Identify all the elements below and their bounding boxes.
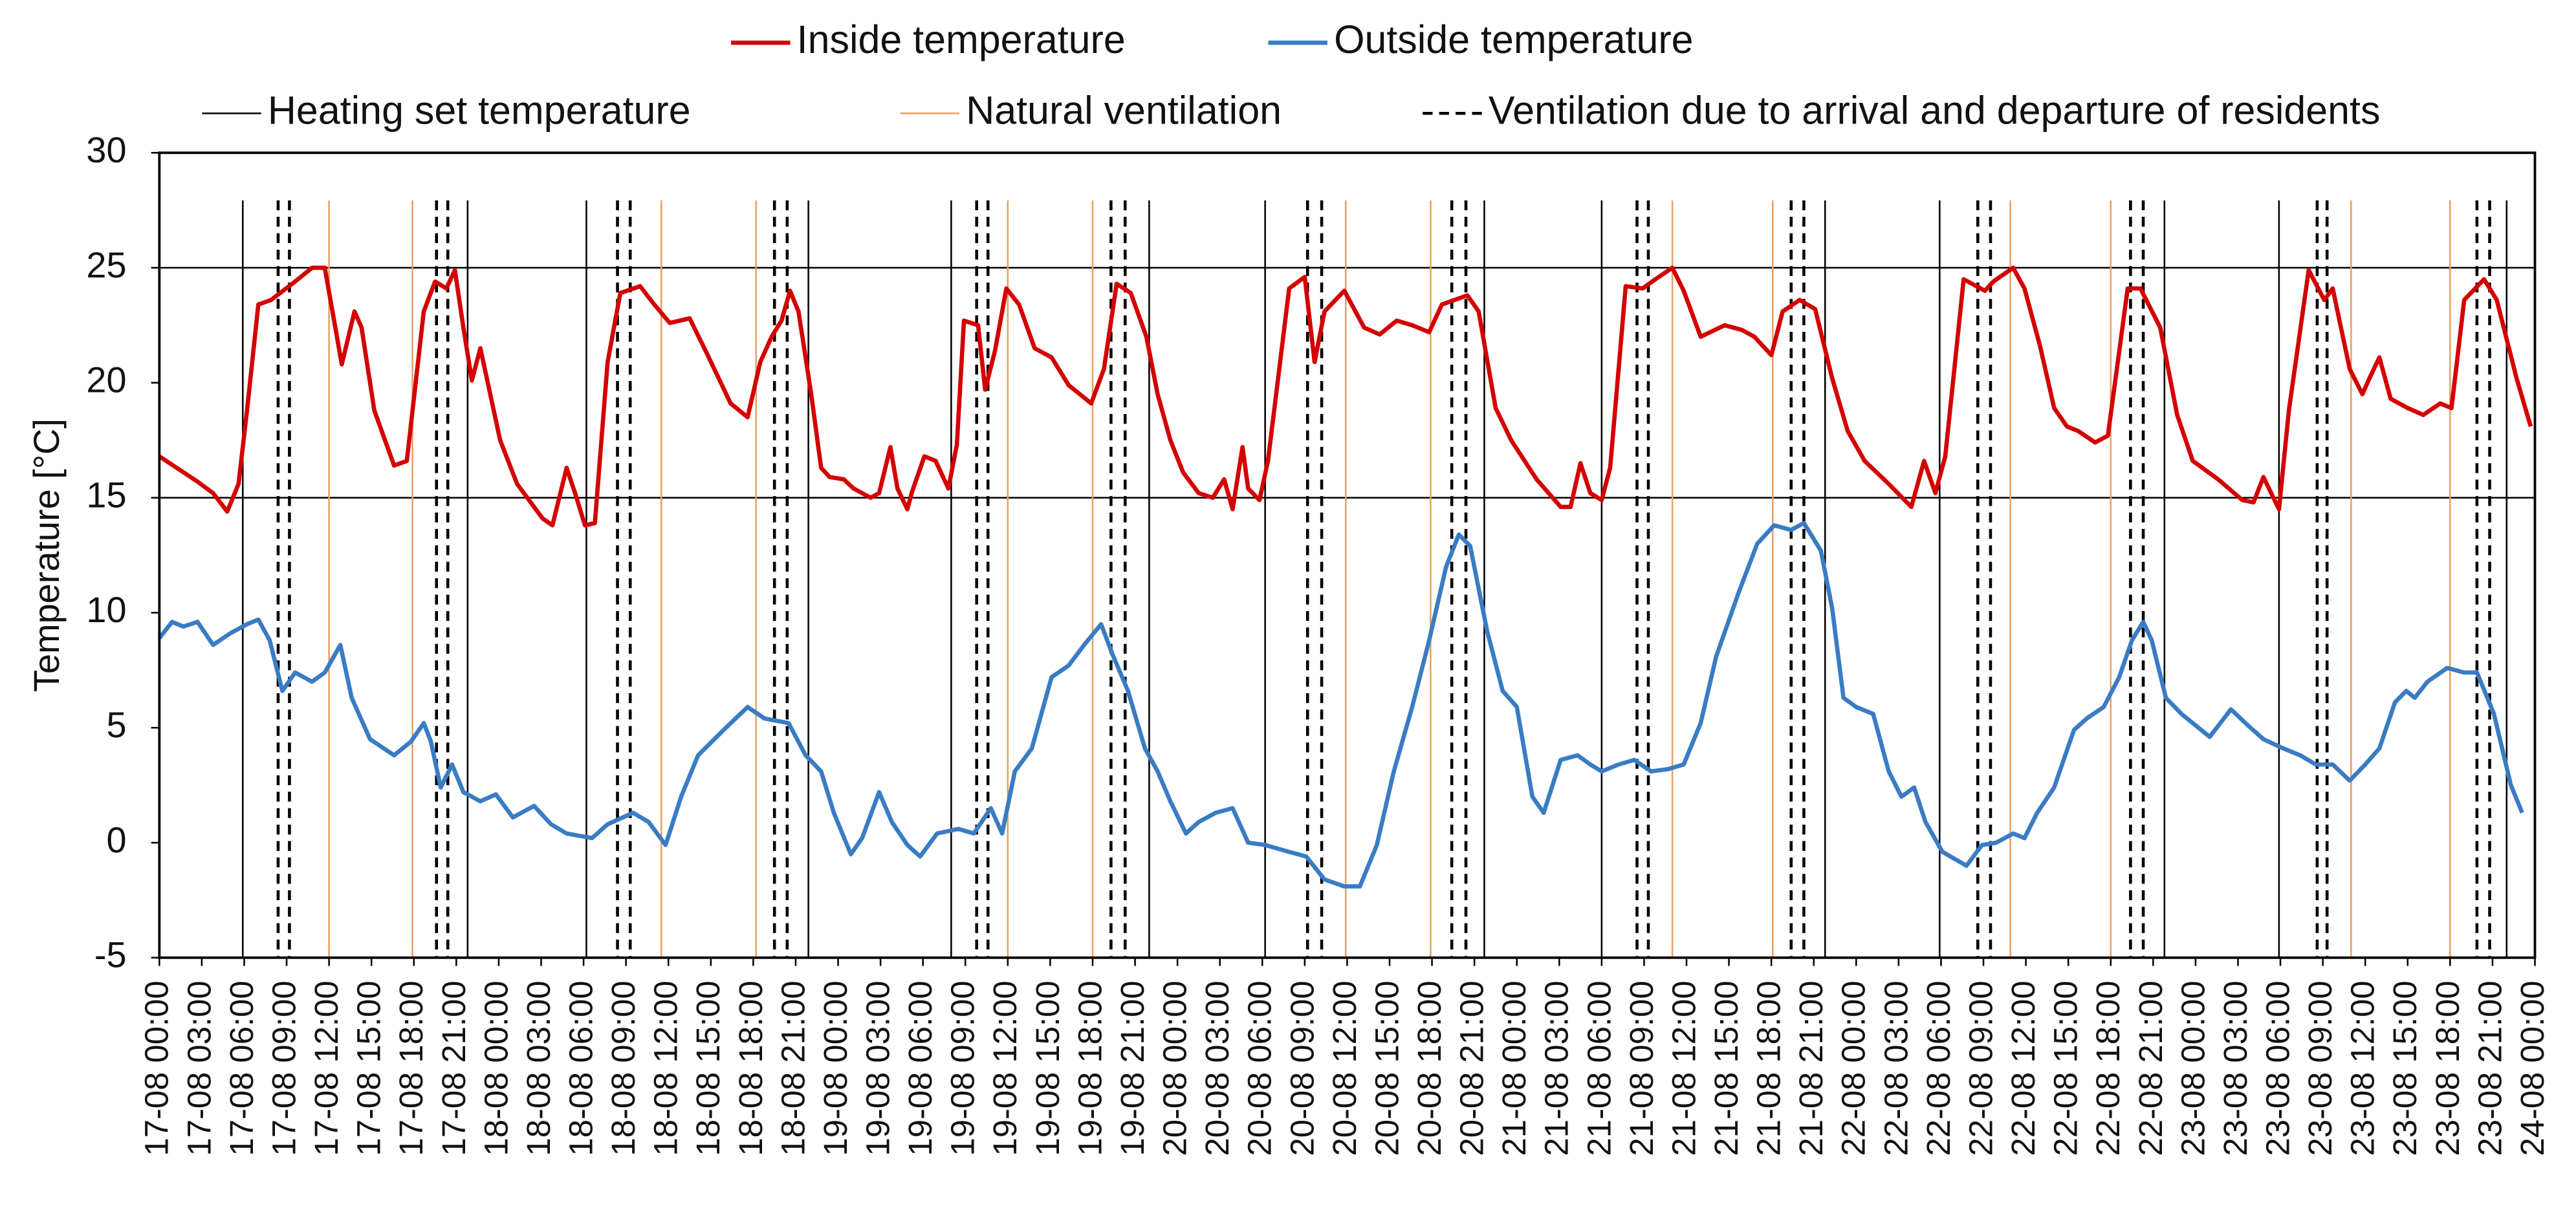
series-line xyxy=(158,265,2533,528)
x-tick-label: 23-08 09:00 xyxy=(2302,980,2339,1156)
x-tick-label: 23-08 21:00 xyxy=(2471,980,2508,1156)
x-tick-label: 19-08 03:00 xyxy=(860,980,897,1156)
x-tick-label: 20-08 06:00 xyxy=(1241,980,1278,1156)
x-tick-label: 17-08 21:00 xyxy=(435,980,472,1156)
x-tick-label: 22-08 18:00 xyxy=(2090,980,2126,1156)
x-tick-label: 19-08 21:00 xyxy=(1114,980,1151,1156)
x-tick-label: 17-08 00:00 xyxy=(138,980,175,1156)
x-tick-label: 21-08 18:00 xyxy=(1751,980,1787,1156)
x-tick-label: 17-08 15:00 xyxy=(351,980,387,1156)
x-tick-label: 21-08 03:00 xyxy=(1538,980,1575,1156)
x-tick-label: 21-08 09:00 xyxy=(1623,980,1660,1156)
x-tick-label: 18-08 15:00 xyxy=(690,980,726,1156)
legend-label: Natural ventilation xyxy=(966,88,1282,132)
x-tick-label: 19-08 09:00 xyxy=(944,980,981,1156)
y-tick-label: 30 xyxy=(86,129,126,170)
x-tick-label: 20-08 21:00 xyxy=(1454,980,1490,1156)
x-tick-label: 19-08 15:00 xyxy=(1029,980,1066,1156)
legend-label: Inside temperature xyxy=(797,17,1126,61)
y-tick-label: 15 xyxy=(86,474,126,515)
x-tick-label: 17-08 06:00 xyxy=(223,980,260,1156)
x-tick-label: 20-08 09:00 xyxy=(1283,980,1320,1156)
y-axis-label: Temperature [°C] xyxy=(26,418,67,692)
x-tick-label: 21-08 12:00 xyxy=(1665,980,1702,1156)
plot-frame xyxy=(158,151,2537,959)
x-tick-label: 20-08 15:00 xyxy=(1368,980,1405,1156)
x-tick-label: 17-08 12:00 xyxy=(308,980,345,1156)
x-tick-label: 24-08 00:00 xyxy=(2514,980,2551,1156)
x-tick-label: 23-08 06:00 xyxy=(2259,980,2296,1156)
y-tick-label: 10 xyxy=(86,589,126,630)
x-tick-label: 19-08 18:00 xyxy=(1071,980,1108,1156)
x-tick-label: 20-08 03:00 xyxy=(1199,980,1236,1156)
series-line xyxy=(157,521,2524,889)
y-tick-label: 25 xyxy=(86,244,126,285)
x-tick-label: 21-08 21:00 xyxy=(1793,980,1829,1156)
y-tick-label: 0 xyxy=(106,819,126,860)
legend-label: Heating set temperature xyxy=(268,88,691,132)
x-tick-label: 18-08 03:00 xyxy=(520,980,557,1156)
x-tick-label: 23-08 15:00 xyxy=(2386,980,2423,1156)
x-tick-label: 23-08 00:00 xyxy=(2174,980,2211,1156)
x-tick-label: 22-08 15:00 xyxy=(2047,980,2084,1156)
y-tick-label: 20 xyxy=(86,360,126,400)
x-tick-label: 21-08 06:00 xyxy=(1580,980,1617,1156)
x-tick-label: 17-08 03:00 xyxy=(180,980,217,1156)
legend-label: Outside temperature xyxy=(1334,17,1693,61)
x-tick-label: 17-08 09:00 xyxy=(265,980,302,1156)
x-tick-label: 22-08 06:00 xyxy=(1920,980,1957,1156)
x-tick-label: 17-08 18:00 xyxy=(393,980,430,1156)
x-tick-label: 18-08 18:00 xyxy=(732,980,769,1156)
x-tick-label: 21-08 15:00 xyxy=(1708,980,1745,1156)
x-tick-label: 20-08 00:00 xyxy=(1157,980,1194,1156)
x-tick-label: 22-08 12:00 xyxy=(2005,980,2042,1156)
x-tick-label: 18-08 21:00 xyxy=(774,980,811,1156)
x-tick-label: 19-08 12:00 xyxy=(987,980,1023,1156)
x-tick-label: 21-08 00:00 xyxy=(1496,980,1533,1156)
x-tick-label: 20-08 18:00 xyxy=(1411,980,1448,1156)
x-tick-label: 23-08 18:00 xyxy=(2429,980,2466,1156)
x-tick-label: 22-08 00:00 xyxy=(1835,980,1872,1156)
y-tick-label: 5 xyxy=(106,704,126,745)
x-tick-label: 22-08 09:00 xyxy=(1962,980,1999,1156)
x-tick-label: 22-08 21:00 xyxy=(2132,980,2169,1156)
x-tick-label: 23-08 03:00 xyxy=(2217,980,2254,1156)
legend-label: Ventilation due to arrival and departure… xyxy=(1489,88,2381,132)
x-tick-label: 18-08 00:00 xyxy=(477,980,514,1156)
x-tick-label: 22-08 03:00 xyxy=(1877,980,1914,1156)
x-tick-label: 18-08 12:00 xyxy=(648,980,684,1156)
x-tick-label: 20-08 12:00 xyxy=(1326,980,1363,1156)
x-tick-label: 19-08 06:00 xyxy=(902,980,939,1156)
x-tick-label: 18-08 09:00 xyxy=(605,980,642,1156)
x-tick-label: 19-08 00:00 xyxy=(817,980,854,1156)
x-tick-label: 23-08 12:00 xyxy=(2344,980,2381,1156)
x-tick-label: 18-08 06:00 xyxy=(563,980,600,1156)
y-tick-label: -5 xyxy=(94,935,127,975)
